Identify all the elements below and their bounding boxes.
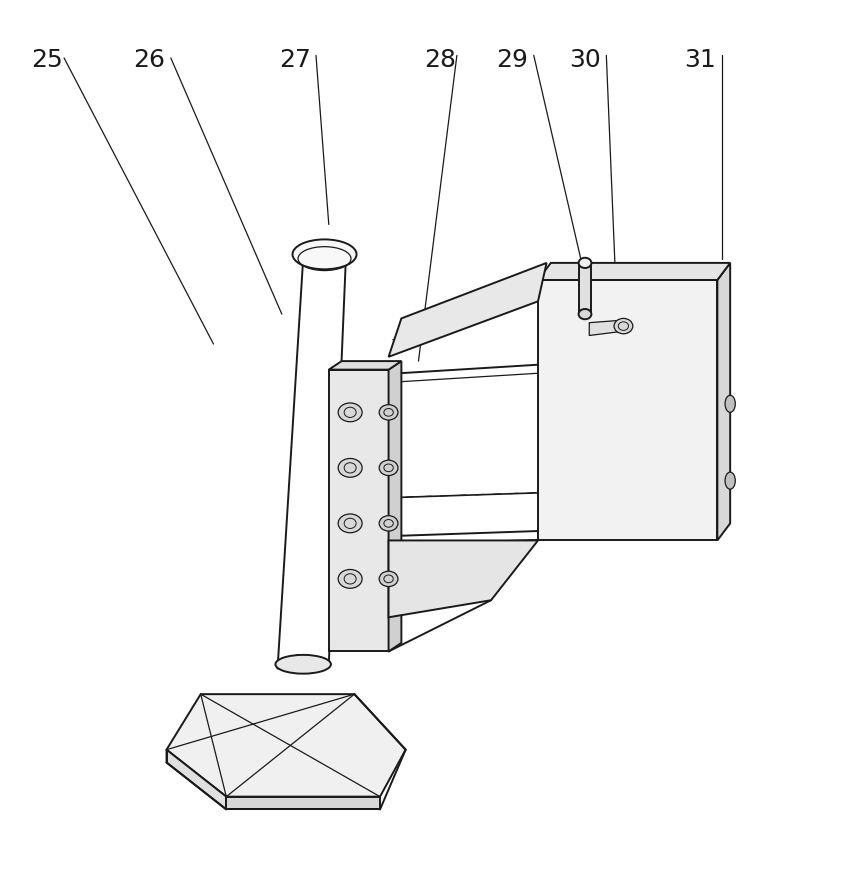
Polygon shape bbox=[578, 264, 590, 315]
Polygon shape bbox=[388, 362, 401, 652]
Ellipse shape bbox=[724, 396, 734, 413]
Polygon shape bbox=[166, 750, 226, 810]
Text: 28: 28 bbox=[423, 47, 456, 72]
Polygon shape bbox=[328, 362, 401, 370]
Text: 29: 29 bbox=[496, 47, 528, 72]
Text: 30: 30 bbox=[568, 47, 601, 72]
Polygon shape bbox=[717, 264, 729, 541]
Ellipse shape bbox=[275, 655, 331, 674]
Ellipse shape bbox=[613, 319, 632, 334]
Ellipse shape bbox=[379, 460, 397, 476]
Polygon shape bbox=[328, 370, 388, 652]
Polygon shape bbox=[537, 264, 729, 281]
Ellipse shape bbox=[578, 258, 591, 269]
Ellipse shape bbox=[379, 405, 397, 420]
Text: 27: 27 bbox=[278, 47, 310, 72]
Ellipse shape bbox=[379, 571, 397, 586]
Polygon shape bbox=[166, 695, 405, 797]
Polygon shape bbox=[388, 264, 546, 358]
Ellipse shape bbox=[338, 514, 362, 533]
Ellipse shape bbox=[293, 240, 357, 270]
Polygon shape bbox=[589, 321, 623, 336]
Text: 31: 31 bbox=[683, 47, 716, 72]
Polygon shape bbox=[226, 797, 380, 810]
Text: 26: 26 bbox=[133, 47, 165, 72]
Text: 25: 25 bbox=[31, 47, 63, 72]
Polygon shape bbox=[537, 281, 717, 541]
Polygon shape bbox=[388, 541, 537, 618]
Ellipse shape bbox=[338, 403, 362, 422]
Ellipse shape bbox=[338, 459, 362, 477]
Ellipse shape bbox=[724, 473, 734, 490]
Ellipse shape bbox=[578, 309, 591, 320]
Ellipse shape bbox=[338, 569, 362, 588]
Ellipse shape bbox=[379, 516, 397, 531]
